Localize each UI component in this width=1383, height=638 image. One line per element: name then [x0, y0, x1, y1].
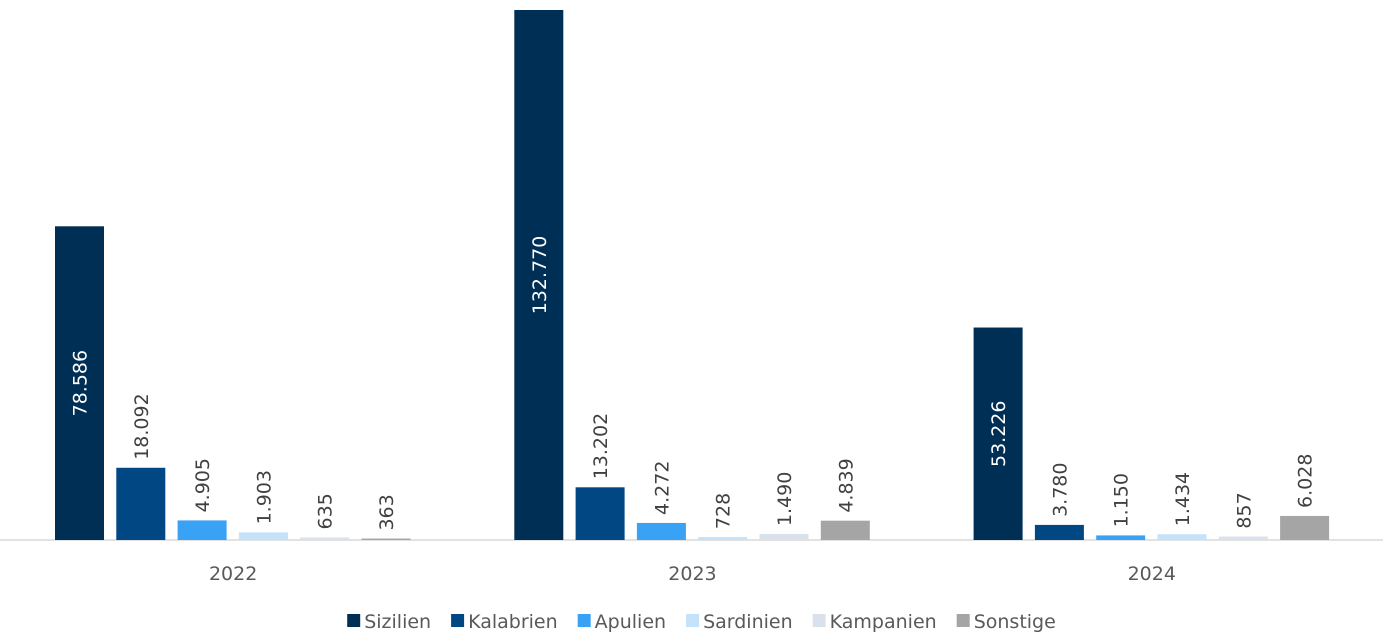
bar: [1218, 536, 1268, 540]
legend-marker: [686, 614, 700, 627]
legend-label: Sizilien: [364, 611, 431, 633]
x-tick-label: 2023: [668, 563, 716, 585]
bar: [698, 537, 748, 540]
data-label: 13.202: [590, 413, 612, 479]
bar: [300, 537, 350, 540]
bar: [575, 487, 625, 540]
bar: [820, 520, 870, 540]
data-label: 4.905: [192, 458, 214, 512]
bar: [636, 522, 686, 540]
x-tick-label: 2022: [209, 563, 257, 585]
bar: [177, 520, 227, 540]
bar: [973, 327, 1023, 540]
bar: [361, 538, 411, 540]
legend-label: Kalabrien: [468, 611, 558, 633]
bar: [1157, 534, 1207, 540]
data-label: 3.780: [1049, 463, 1071, 517]
bar: [1096, 535, 1146, 540]
data-label: 857: [1233, 492, 1255, 528]
bar: [1280, 515, 1330, 540]
data-label: 4.272: [651, 461, 673, 515]
data-label: 18.092: [131, 393, 153, 459]
legend-marker: [812, 614, 826, 627]
legend-label: Apulien: [595, 611, 666, 633]
data-label: 728: [713, 493, 735, 529]
x-tick-label: 2024: [1128, 563, 1176, 585]
data-label: 1.903: [253, 470, 275, 524]
bar: [238, 532, 288, 540]
legend-label: Sardinien: [703, 611, 793, 633]
legend-marker: [451, 614, 465, 627]
legend-label: Kampanien: [830, 611, 937, 633]
data-label: 1.490: [774, 472, 796, 526]
data-label: 635: [315, 493, 337, 529]
data-label: 53.226: [988, 401, 1010, 467]
legend-marker: [347, 614, 361, 627]
bar: [514, 10, 564, 540]
legend-marker: [577, 614, 591, 627]
bar: [116, 467, 166, 540]
bar: [1034, 524, 1084, 540]
data-label: 4.839: [835, 458, 857, 512]
data-label: 78.586: [70, 350, 92, 416]
data-label: 1.434: [1172, 472, 1194, 526]
bar: [759, 534, 809, 540]
legend-label: Sonstige: [974, 611, 1056, 633]
data-label: 6.028: [1295, 454, 1317, 508]
data-label: 132.770: [529, 236, 551, 315]
data-label: 363: [376, 494, 398, 530]
legend-marker: [956, 614, 970, 627]
bar: [55, 226, 104, 541]
data-label: 1.150: [1111, 473, 1133, 527]
